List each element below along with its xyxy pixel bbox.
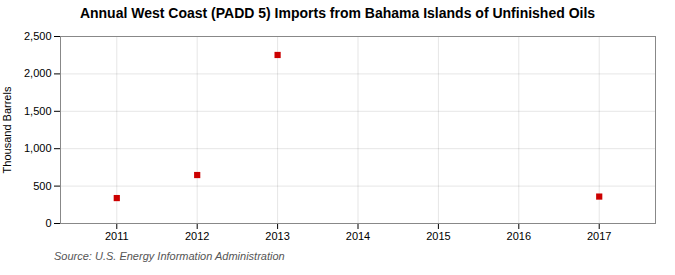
svg-text:500: 500 xyxy=(33,180,51,192)
html-text:Annual West Coast (PADD 5) Imp: Annual West Coast (PADD 5) Imports from … xyxy=(79,5,596,21)
svg-text:2013: 2013 xyxy=(265,230,289,242)
svg-text:0: 0 xyxy=(45,217,51,229)
svg-text:1,000: 1,000 xyxy=(24,142,52,154)
svg-text:Thousand Barrels: Thousand Barrels xyxy=(1,86,13,173)
svg-text:2017: 2017 xyxy=(587,230,611,242)
html-text:Source: U.S. Energy Informatio: Source: U.S. Energy Information Administ… xyxy=(54,250,285,262)
svg-text:2011: 2011 xyxy=(105,230,129,242)
svg-text:2015: 2015 xyxy=(426,230,450,242)
svg-text:2014: 2014 xyxy=(346,230,370,242)
svg-text:2,500: 2,500 xyxy=(24,30,52,42)
svg-text:1,500: 1,500 xyxy=(24,105,52,117)
svg-text:2,000: 2,000 xyxy=(24,67,52,79)
svg-text:2012: 2012 xyxy=(185,230,209,242)
svg-text:2016: 2016 xyxy=(507,230,531,242)
